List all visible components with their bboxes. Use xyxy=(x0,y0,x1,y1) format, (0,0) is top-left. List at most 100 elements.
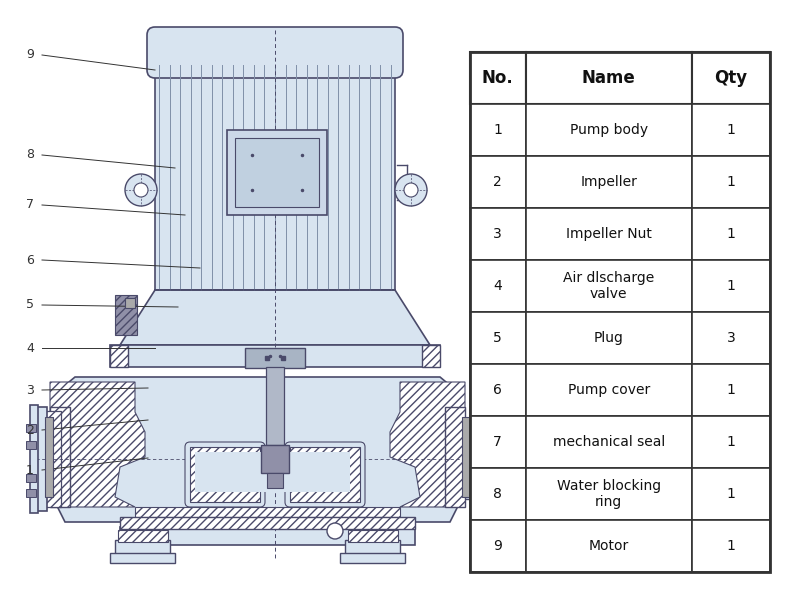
Text: Water blocking
ring: Water blocking ring xyxy=(557,479,661,509)
Text: 2: 2 xyxy=(494,175,502,189)
Bar xyxy=(195,452,350,492)
Bar xyxy=(530,407,544,511)
Bar xyxy=(470,312,526,364)
Bar xyxy=(110,345,440,367)
Text: Plug: Plug xyxy=(594,331,624,345)
Polygon shape xyxy=(135,507,400,517)
Polygon shape xyxy=(120,290,430,345)
Text: 1: 1 xyxy=(726,123,735,137)
Bar xyxy=(45,417,53,497)
Bar xyxy=(470,416,526,468)
Text: 1: 1 xyxy=(726,279,735,293)
Polygon shape xyxy=(50,382,145,507)
Text: Air dlscharge
valve: Air dlscharge valve xyxy=(563,271,654,301)
Bar xyxy=(470,52,526,104)
Text: Pump cover: Pump cover xyxy=(568,383,650,397)
Circle shape xyxy=(404,183,418,197)
Text: 1: 1 xyxy=(726,435,735,449)
Bar xyxy=(26,489,36,497)
Bar xyxy=(526,156,692,208)
Text: 7: 7 xyxy=(26,199,34,211)
Bar xyxy=(120,527,415,545)
Bar xyxy=(470,52,770,572)
Bar xyxy=(33,407,47,511)
Bar xyxy=(50,407,70,507)
Bar xyxy=(470,468,526,520)
Bar xyxy=(45,411,61,507)
Circle shape xyxy=(125,174,157,206)
Text: 5: 5 xyxy=(494,331,502,345)
Bar xyxy=(58,419,90,499)
Text: 5: 5 xyxy=(26,298,34,311)
Text: mechanical seal: mechanical seal xyxy=(553,435,665,449)
Text: 2: 2 xyxy=(26,424,34,437)
Text: Qty: Qty xyxy=(714,69,747,87)
Bar xyxy=(261,445,289,473)
Bar xyxy=(692,520,770,572)
Bar xyxy=(422,345,440,367)
Bar xyxy=(526,312,692,364)
Bar xyxy=(115,295,137,335)
Bar xyxy=(692,468,770,520)
Text: 1: 1 xyxy=(726,227,735,241)
Text: 4: 4 xyxy=(494,279,502,293)
Bar xyxy=(470,364,526,416)
Bar xyxy=(526,520,692,572)
Text: 1: 1 xyxy=(726,383,735,397)
Text: Motor: Motor xyxy=(589,539,629,553)
Text: Name: Name xyxy=(582,69,636,87)
Bar xyxy=(125,298,135,308)
Bar xyxy=(542,489,552,497)
Text: 3: 3 xyxy=(26,383,34,397)
Circle shape xyxy=(327,523,343,539)
Bar xyxy=(26,424,36,432)
Bar xyxy=(235,138,319,207)
Bar xyxy=(470,156,526,208)
Bar xyxy=(462,417,470,497)
Bar xyxy=(518,411,534,507)
Bar xyxy=(526,260,692,312)
Bar xyxy=(118,530,168,542)
Text: 7: 7 xyxy=(494,435,502,449)
Bar xyxy=(290,447,360,502)
FancyBboxPatch shape xyxy=(185,442,265,507)
Circle shape xyxy=(395,174,427,206)
Text: 1: 1 xyxy=(726,487,735,501)
Bar xyxy=(340,553,405,563)
Text: 6: 6 xyxy=(494,383,502,397)
Text: 3: 3 xyxy=(494,227,502,241)
Bar xyxy=(526,104,692,156)
Polygon shape xyxy=(50,377,465,522)
Bar xyxy=(542,441,552,449)
Bar xyxy=(540,405,548,513)
Bar xyxy=(30,405,38,513)
Bar xyxy=(440,419,520,499)
Text: Pump body: Pump body xyxy=(570,123,648,137)
Bar xyxy=(526,416,692,468)
Bar xyxy=(115,540,170,555)
Bar xyxy=(470,260,526,312)
Bar xyxy=(470,104,526,156)
Bar xyxy=(526,208,692,260)
Text: 8: 8 xyxy=(494,487,502,501)
Text: No.: No. xyxy=(482,69,514,87)
Text: 1: 1 xyxy=(726,539,735,553)
Bar xyxy=(110,553,175,563)
Text: 9: 9 xyxy=(26,49,34,61)
Bar xyxy=(526,52,692,104)
Bar xyxy=(470,208,526,260)
Bar xyxy=(692,364,770,416)
Text: 1: 1 xyxy=(494,123,502,137)
Bar xyxy=(266,367,284,445)
Bar xyxy=(526,468,692,520)
Text: Impeller Nut: Impeller Nut xyxy=(566,227,652,241)
Text: 9: 9 xyxy=(494,539,502,553)
Circle shape xyxy=(134,183,148,197)
Bar xyxy=(155,65,395,290)
Bar xyxy=(245,348,305,368)
Bar xyxy=(526,364,692,416)
Bar xyxy=(692,260,770,312)
Text: 4: 4 xyxy=(26,341,34,355)
Bar xyxy=(692,104,770,156)
Bar xyxy=(692,208,770,260)
